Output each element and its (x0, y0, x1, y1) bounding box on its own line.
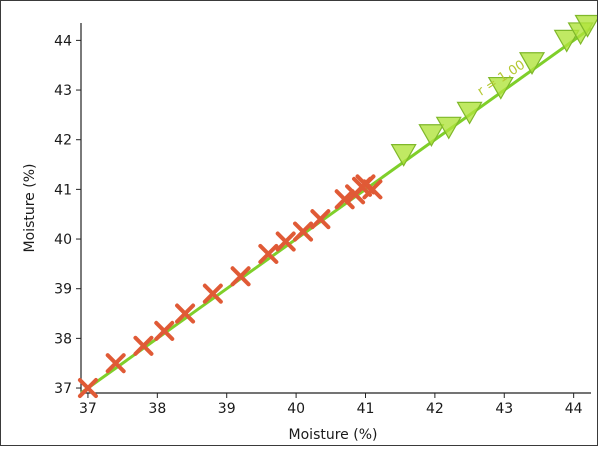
triangle-marker (390, 144, 417, 167)
y-tick-label: 41 (54, 182, 72, 198)
y-tick-label: 40 (54, 232, 72, 248)
data-points (77, 14, 598, 399)
y-axis-title: Moisture (%) (22, 164, 38, 253)
x-marker-stroke (175, 303, 196, 324)
x-marker-stroke (275, 231, 296, 252)
x-marker (154, 320, 175, 341)
x-tick-label: 40 (287, 401, 305, 417)
x-marker-stroke (77, 378, 98, 399)
x-marker-stroke (154, 320, 175, 341)
y-tick-label: 37 (54, 381, 72, 397)
y-tick-label: 42 (54, 133, 72, 149)
triangle-marker (435, 116, 462, 140)
triangle-marker (456, 101, 483, 125)
x-tick-label: 39 (218, 401, 236, 417)
x-marker (77, 378, 98, 399)
y-tick-label: 44 (54, 33, 72, 49)
triangle-marker (574, 14, 598, 38)
x-marker (362, 179, 383, 200)
triangle-marker (553, 29, 580, 53)
x-marker-stroke (230, 266, 251, 287)
ticks: 37 38 39 40 41 42 43 44 37 38 39 40 41 42 43 44 (54, 33, 582, 417)
y-tick-label: 38 (54, 331, 72, 347)
x-tick-label: 43 (495, 401, 513, 417)
triangle-marker (487, 76, 514, 100)
x-marker-stroke (293, 221, 314, 242)
x-marker-stroke (105, 353, 126, 374)
x-tick-label: 41 (357, 401, 375, 417)
x-axis-title: Moisture (%) (289, 427, 378, 443)
x-marker (334, 189, 355, 210)
x-marker (258, 243, 279, 264)
x-marker (275, 231, 296, 252)
x-marker-stroke (202, 283, 223, 304)
x-marker-stroke (258, 243, 279, 264)
y-tick-label: 39 (54, 282, 72, 298)
x-marker-stroke (334, 189, 355, 210)
x-marker (293, 221, 314, 242)
y-tick-label: 43 (54, 83, 72, 99)
x-marker (133, 335, 154, 356)
x-marker (105, 353, 126, 374)
x-marker (175, 303, 196, 324)
axes (80, 23, 591, 394)
triangle-marker (418, 124, 445, 147)
x-tick-label: 38 (148, 401, 166, 417)
x-tick-label: 42 (426, 401, 444, 417)
x-tick-label: 44 (565, 401, 583, 417)
x-marker-stroke (310, 209, 331, 230)
x-marker (202, 283, 223, 304)
x-marker (310, 209, 331, 230)
x-marker-stroke (362, 179, 383, 200)
x-marker-stroke (133, 335, 154, 356)
x-tick-label: 37 (79, 401, 97, 417)
triangle-marker (518, 52, 546, 75)
x-marker (230, 266, 251, 287)
